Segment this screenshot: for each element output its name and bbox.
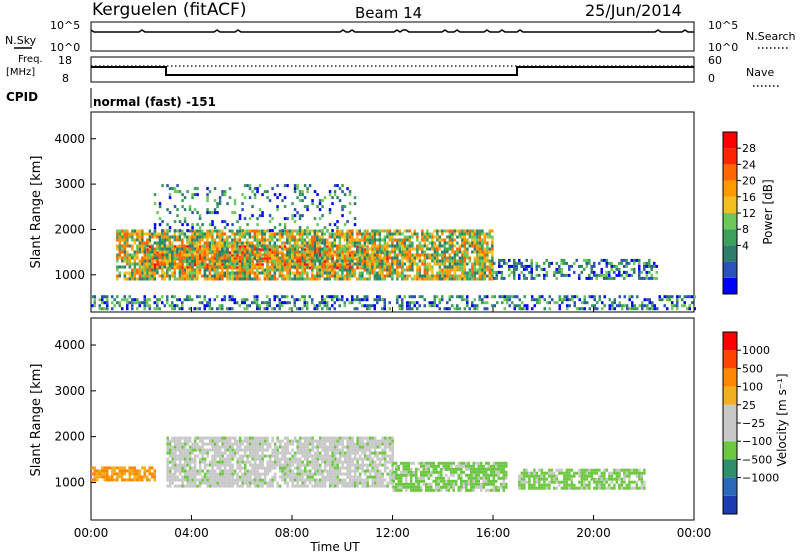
velocity-region-1 bbox=[392, 461, 508, 492]
station-title: Kerguelen (fitACF) bbox=[92, 0, 246, 20]
beam-title: Beam 14 bbox=[355, 4, 422, 22]
velocity-colorbar-tick: 25 bbox=[742, 399, 756, 412]
time-xtick-label: 20:00 bbox=[576, 526, 611, 540]
cpid-label: CPID bbox=[6, 90, 38, 104]
velocity-colorbar-swatch bbox=[723, 386, 737, 405]
cpid-text: normal (fast) -151 bbox=[93, 95, 216, 109]
freq-unit: [MHz] bbox=[6, 67, 35, 78]
nsky-tick-top: 10^5 bbox=[50, 19, 80, 32]
velocity-colorbar-swatch bbox=[723, 404, 737, 423]
nave-tick-bottom: 0 bbox=[708, 72, 715, 85]
power-colorbar-tick: 16 bbox=[742, 191, 756, 204]
nsky-tick-bottom: 10^0 bbox=[50, 41, 80, 54]
freq-panel: Freq. [MHz] 18 8 60 0 Nave bbox=[6, 54, 780, 87]
freq-label: Freq. bbox=[18, 54, 43, 65]
time-xtick-label: 00:00 bbox=[677, 526, 712, 540]
velocity-colorbar-swatch bbox=[723, 332, 737, 351]
power-colorbar-swatch bbox=[723, 148, 737, 165]
power-colorbar-swatch bbox=[723, 132, 737, 149]
power-colorbar-swatch bbox=[723, 229, 737, 246]
velocity-colorbar-tick: 100 bbox=[742, 381, 763, 394]
velocity-colorbar-label: Velocity [m s⁻¹] bbox=[775, 373, 789, 466]
power-ytick-label: 2000 bbox=[54, 222, 85, 236]
time-xtick-label: 00:00 bbox=[74, 526, 109, 540]
nave-tick-top: 60 bbox=[708, 54, 722, 67]
velocity-colorbar-tick: −25 bbox=[742, 417, 765, 430]
power-colorbar-swatch bbox=[723, 277, 737, 294]
power-colorbar-tick: 24 bbox=[742, 158, 756, 171]
power-colorbar-swatch bbox=[723, 164, 737, 181]
nsky-panel: N.Sky 10^5 10^0 10^5 10^0 N.Search bbox=[5, 19, 796, 54]
power-region-4 bbox=[91, 295, 696, 311]
velocity-ytick-label: 2000 bbox=[54, 430, 85, 444]
velocity-colorbar-swatch bbox=[723, 423, 737, 442]
velocity-colorbar-swatch bbox=[723, 477, 737, 496]
velocity-colorbar: Velocity [m s⁻¹] 1000 500 100 25 −25 −100 −500… bbox=[722, 331, 789, 515]
power-colorbar-tick: 28 bbox=[742, 142, 756, 155]
power-colorbar: Power [dB] 28 24 20 16 12 8 4 bbox=[722, 131, 775, 295]
power-region-3 bbox=[153, 184, 357, 233]
nsearch-label: N.Search bbox=[746, 30, 796, 43]
power-region-2 bbox=[493, 258, 658, 280]
velocity-ytick-label: 4000 bbox=[54, 338, 85, 352]
time-xtick-label: 12:00 bbox=[375, 526, 410, 540]
freq-tick-top: 18 bbox=[58, 54, 72, 67]
nsearch-tick-top: 10^5 bbox=[708, 19, 738, 32]
time-xtick-label: 16:00 bbox=[476, 526, 511, 540]
time-xlabel: Time UT bbox=[309, 540, 360, 554]
power-region-1 bbox=[116, 229, 494, 281]
power-colorbar-label: Power [dB] bbox=[761, 179, 775, 244]
power-ytick-label: 3000 bbox=[54, 177, 85, 191]
velocity-colorbar-tick: 500 bbox=[742, 362, 763, 375]
time-xtick-label: 08:00 bbox=[275, 526, 310, 540]
power-colorbar-swatch bbox=[723, 180, 737, 197]
velocity-region-0 bbox=[166, 436, 394, 488]
velocity-colorbar-tick: 1000 bbox=[742, 344, 770, 357]
power-ytick-label: 1000 bbox=[54, 268, 85, 282]
velocity-colorbar-swatch bbox=[723, 350, 737, 369]
velocity-colorbar-tick: −1000 bbox=[742, 472, 779, 485]
velocity-ytick-label: 1000 bbox=[54, 475, 85, 489]
date-title: 25/Jun/2014 bbox=[585, 1, 682, 20]
velocity-colorbar-tick: −100 bbox=[742, 435, 772, 448]
velocity-colorbar-swatch bbox=[723, 495, 737, 514]
velocity-ylabel: Slant Range [km] bbox=[29, 364, 44, 477]
velocity-region-3 bbox=[518, 468, 646, 490]
velocity-colorbar-swatch bbox=[723, 459, 737, 478]
velocity-colorbar-tick: −500 bbox=[742, 453, 772, 466]
power-colorbar-swatch bbox=[723, 245, 737, 262]
power-colorbar-tick: 4 bbox=[742, 239, 749, 252]
nsky-label: N.Sky bbox=[5, 34, 37, 47]
nave-label: Nave bbox=[746, 66, 774, 79]
freq-tick-bottom: 8 bbox=[62, 72, 69, 85]
power-ylabel: Slant Range [km] bbox=[29, 156, 44, 269]
time-xtick-label: 04:00 bbox=[174, 526, 209, 540]
velocity-panel: 4000 3000 2000 1000 00:00 04:00 08:00 12:00 16:… bbox=[29, 307, 711, 554]
velocity-colorbar-swatch bbox=[723, 441, 737, 460]
nsearch-tick-bottom: 10^0 bbox=[708, 41, 738, 54]
velocity-region-2 bbox=[91, 466, 156, 482]
power-colorbar-tick: 8 bbox=[742, 223, 749, 236]
power-ytick-label: 4000 bbox=[54, 132, 85, 146]
velocity-colorbar-swatch bbox=[723, 368, 737, 387]
power-panel: 4000 3000 2000 1000 Slant Range [km] bbox=[29, 111, 696, 313]
power-colorbar-tick: 20 bbox=[742, 175, 756, 188]
power-colorbar-swatch bbox=[723, 261, 737, 278]
power-colorbar-swatch bbox=[723, 196, 737, 213]
power-colorbar-tick: 12 bbox=[742, 207, 756, 220]
velocity-ytick-label: 3000 bbox=[54, 384, 85, 398]
power-colorbar-swatch bbox=[723, 213, 737, 230]
